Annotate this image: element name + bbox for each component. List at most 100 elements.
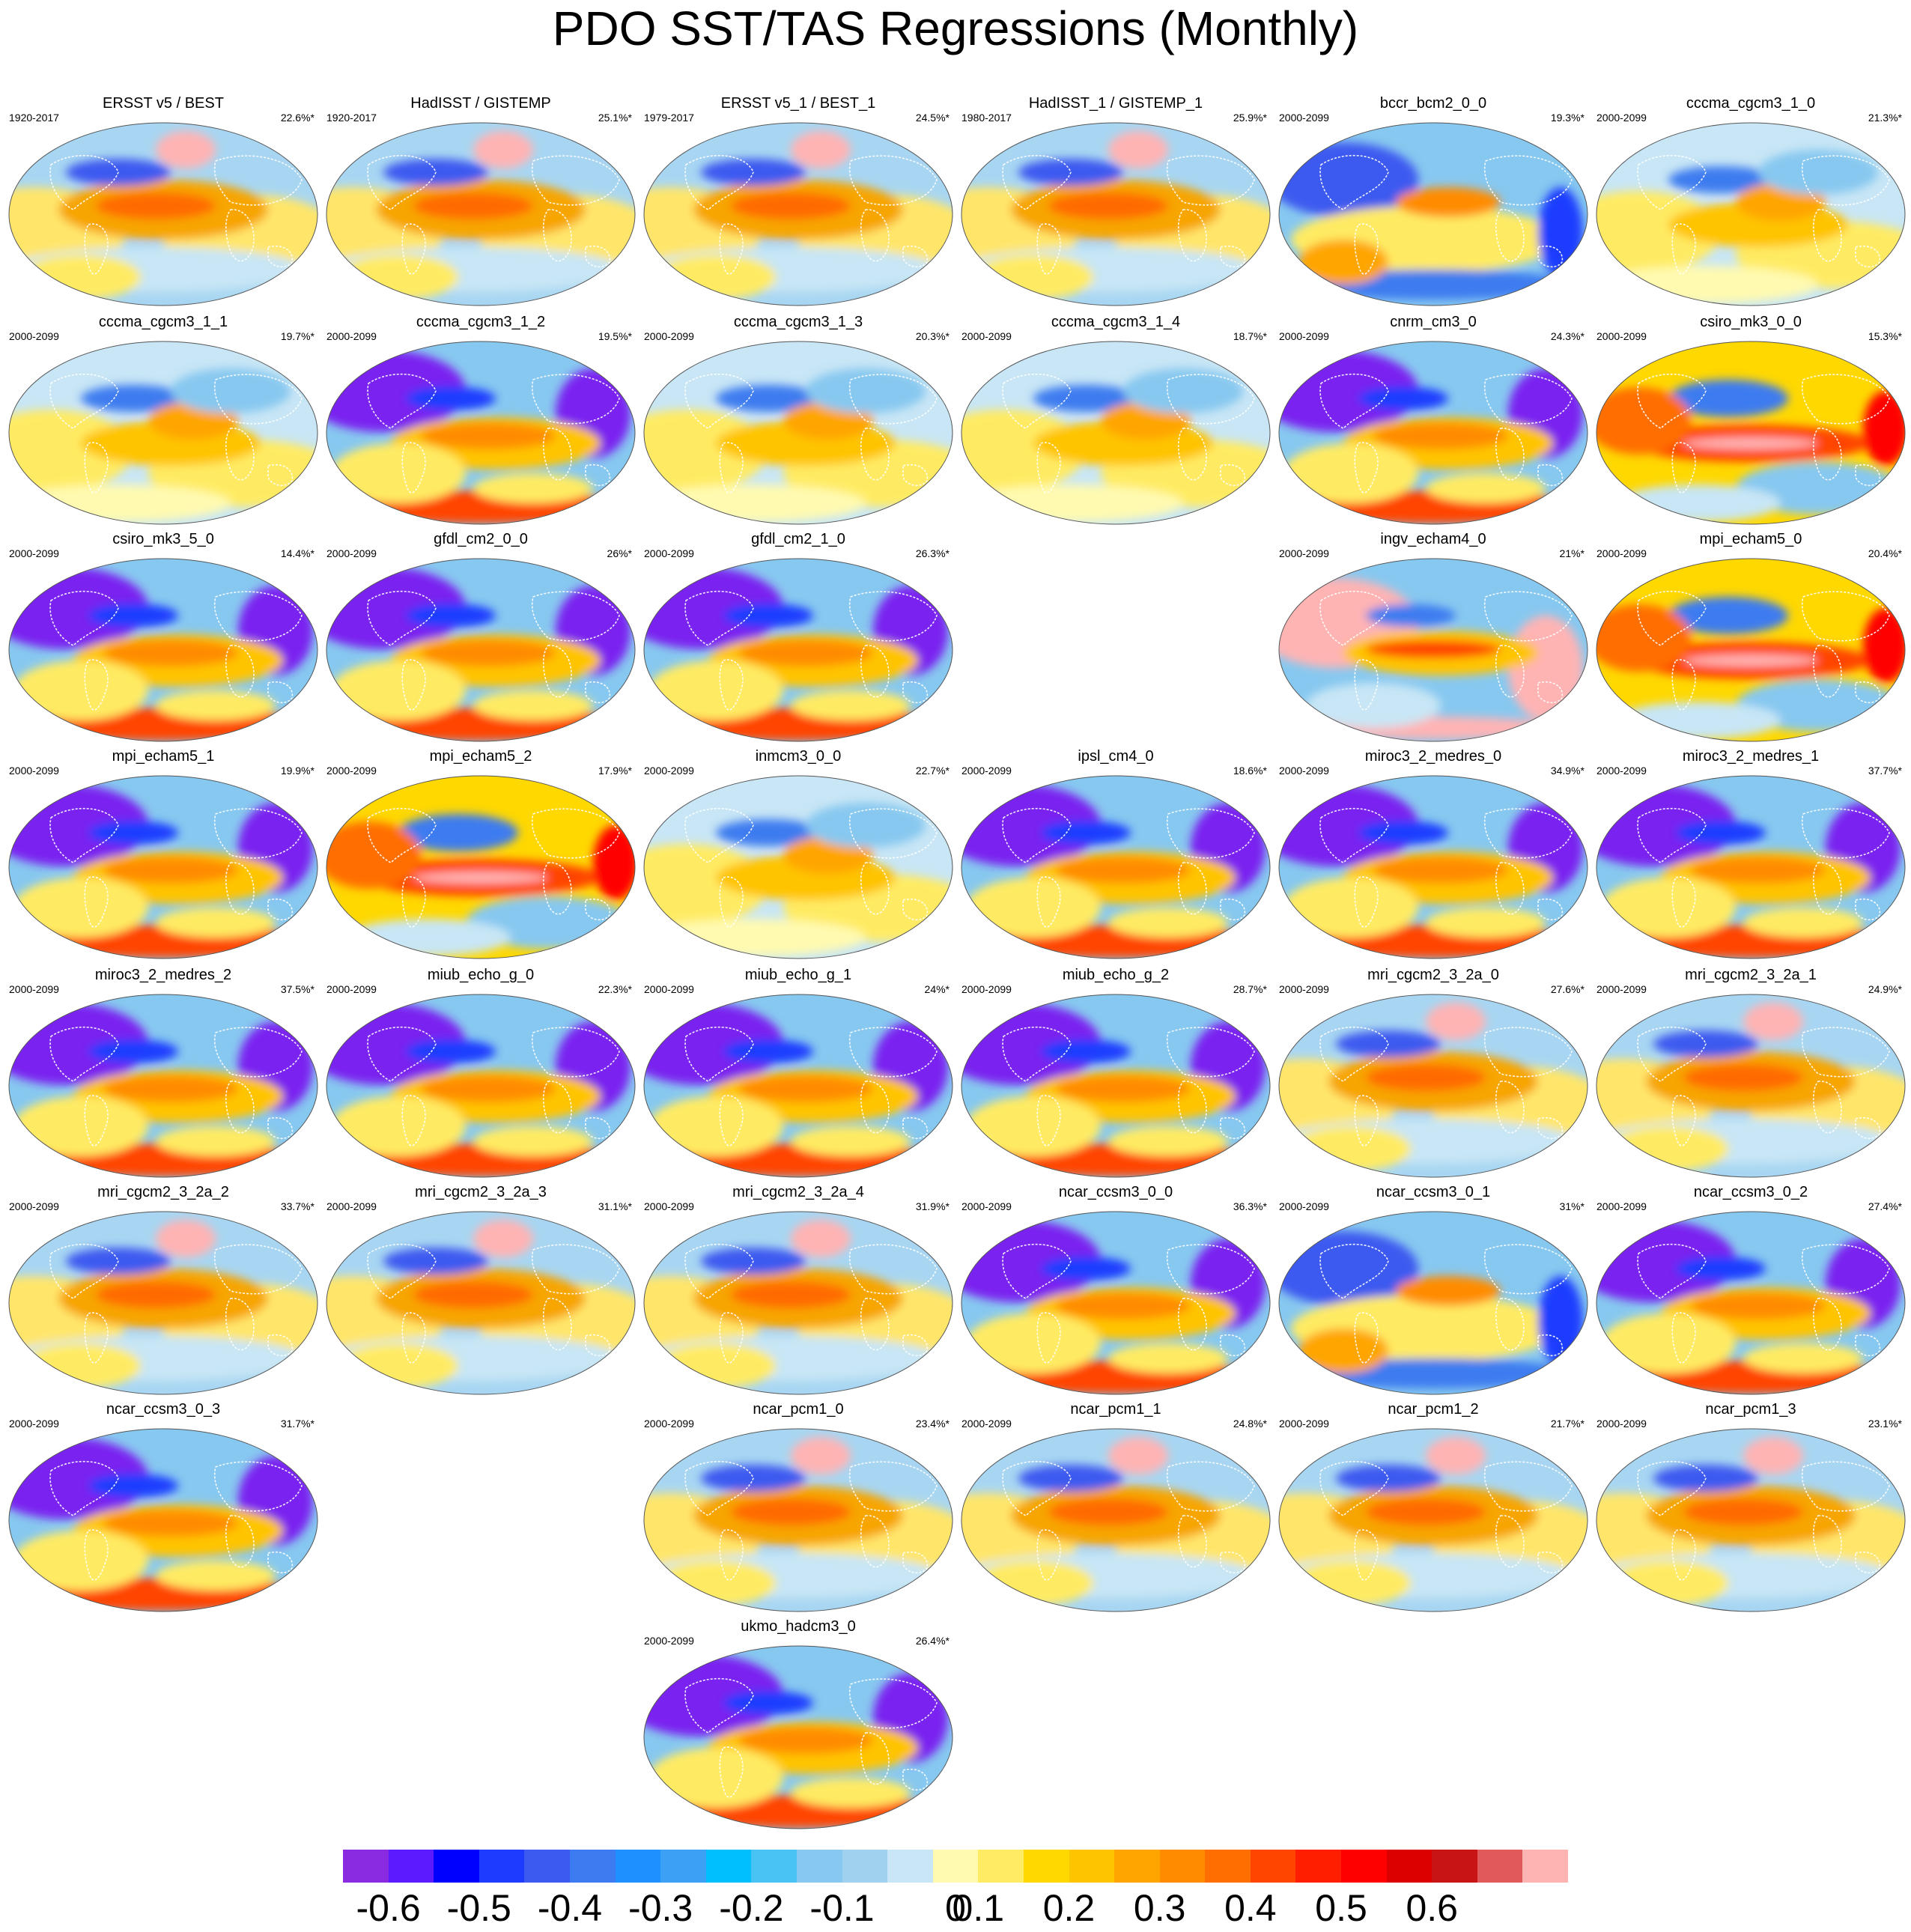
map-panel: miroc3_2_medres_2 2000-2099 37.5%* — [4, 966, 322, 1183]
world-map — [8, 1211, 318, 1395]
panel-variance: 19.7%* — [280, 330, 315, 342]
world-map — [643, 1211, 953, 1395]
world-map — [1278, 1211, 1588, 1395]
panel-period: 2000-2099 — [961, 983, 1012, 995]
panel-period: 2000-2099 — [1596, 983, 1647, 995]
panel-title: miroc3_2_medres_1 — [1682, 748, 1820, 765]
panel-variance: 24.3%* — [1550, 330, 1585, 342]
panel-period: 2000-2099 — [961, 765, 1012, 777]
panel-variance: 21.3%* — [1868, 112, 1902, 124]
panel-period: 2000-2099 — [644, 1635, 694, 1647]
world-map — [643, 1428, 953, 1612]
world-map — [1278, 994, 1588, 1178]
panel-period: 2000-2099 — [1279, 112, 1329, 124]
map-panel: ncar_ccsm3_0_0 2000-2099 36.3%* — [957, 1183, 1274, 1400]
map-panel: csiro_mk3_5_0 2000-2099 14.4%* — [4, 530, 322, 747]
colorbar-swatch — [524, 1850, 570, 1883]
panel-period: 2000-2099 — [1596, 112, 1647, 124]
panel-variance: 22.6%* — [280, 112, 315, 124]
colorbar-swatch — [660, 1850, 706, 1883]
panel-period: 2000-2099 — [326, 330, 377, 342]
colorbar-swatch — [842, 1850, 888, 1883]
world-map — [961, 1428, 1271, 1612]
panel-variance: 25.9%* — [1233, 112, 1267, 124]
world-map — [1596, 994, 1906, 1178]
map-panel: cccma_cgcm3_1_0 2000-2099 21.3%* — [1592, 94, 1910, 312]
panel-period: 2000-2099 — [961, 330, 1012, 342]
panel-title: mri_cgcm2_3_2a_0 — [1367, 967, 1499, 983]
world-map — [8, 1428, 318, 1612]
colorbar — [343, 1850, 1569, 1883]
panel-variance: 37.5%* — [280, 983, 315, 995]
panel-variance: 18.6%* — [1233, 765, 1267, 777]
colorbar-swatch — [705, 1850, 752, 1883]
panel-variance: 25.1%* — [598, 112, 632, 124]
panel-title: cccma_cgcm3_1_0 — [1686, 95, 1816, 112]
world-map — [326, 341, 636, 525]
map-panel: ncar_pcm1_3 2000-2099 23.1%* — [1592, 1400, 1910, 1617]
panel-period: 2000-2099 — [644, 1200, 694, 1212]
panel-title: mri_cgcm2_3_2a_2 — [97, 1184, 229, 1200]
panel-period: 2000-2099 — [1279, 983, 1329, 995]
map-panel: ERSST v5_1 / BEST_1 1979-2017 24.5%* — [639, 94, 957, 312]
map-panel: mri_cgcm2_3_2a_4 2000-2099 31.9%* — [639, 1183, 957, 1400]
map-panel: mri_cgcm2_3_2a_2 2000-2099 33.7%* — [4, 1183, 322, 1400]
world-map — [8, 558, 318, 742]
panel-title: cnrm_cm3_0 — [1390, 314, 1477, 330]
colorbar-swatch — [978, 1850, 1024, 1883]
panel-period: 2000-2099 — [1279, 330, 1329, 342]
world-map — [961, 994, 1271, 1178]
page-title: PDO SST/TAS Regressions (Monthly) — [552, 1, 1359, 55]
colorbar-tick-label: 0 — [945, 1887, 966, 1929]
colorbar-tick-label: -0.6 — [356, 1887, 421, 1929]
panel-title: HadISST_1 / GISTEMP_1 — [1028, 95, 1203, 112]
panel-variance: 24%* — [924, 983, 950, 995]
panel-variance: 21.7%* — [1550, 1418, 1585, 1430]
panel-period: 2000-2099 — [644, 983, 694, 995]
map-panel: mri_cgcm2_3_2a_3 2000-2099 31.1%* — [322, 1183, 639, 1400]
panel-period: 2000-2099 — [9, 547, 59, 559]
panel-variance: 24.9%* — [1868, 983, 1902, 995]
map-panel: ncar_pcm1_1 2000-2099 24.8%* — [957, 1400, 1274, 1617]
panel-period: 2000-2099 — [9, 765, 59, 777]
panel-period: 2000-2099 — [326, 983, 377, 995]
map-panel: cccma_cgcm3_1_3 2000-2099 20.3%* — [639, 313, 957, 530]
panel-variance: 34.9%* — [1550, 765, 1585, 777]
world-map — [1278, 775, 1588, 959]
panel-period: 2000-2099 — [1279, 765, 1329, 777]
world-map — [326, 122, 636, 306]
panel-variance: 31.7%* — [280, 1418, 315, 1430]
colorbar-swatch — [751, 1850, 797, 1883]
world-map — [8, 122, 318, 306]
world-map — [326, 1211, 636, 1395]
panel-period: 2000-2099 — [9, 1418, 59, 1430]
map-panel: ncar_pcm1_0 2000-2099 23.4%* — [639, 1400, 957, 1617]
world-map — [1278, 122, 1588, 306]
colorbar-swatch — [1205, 1850, 1251, 1883]
panel-title: miub_echo_g_1 — [744, 967, 852, 983]
map-panel: mpi_echam5_1 2000-2099 19.9%* — [4, 747, 322, 965]
panel-title: ukmo_hadcm3_0 — [741, 1618, 856, 1635]
panel-period: 2000-2099 — [9, 983, 59, 995]
panel-title: mpi_echam5_0 — [1699, 531, 1802, 547]
panel-period: 2000-2099 — [1596, 1200, 1647, 1212]
world-map — [961, 122, 1271, 306]
map-panel: gfdl_cm2_1_0 2000-2099 26.3%* — [639, 530, 957, 747]
panel-title: inmcm3_0_0 — [755, 748, 842, 765]
map-panel: ncar_ccsm3_0_2 2000-2099 27.4%* — [1592, 1183, 1910, 1400]
colorbar-tick-label: 0.3 — [1133, 1887, 1186, 1929]
map-panel: csiro_mk3_0_0 2000-2099 15.3%* — [1592, 313, 1910, 530]
panel-title: csiro_mk3_5_0 — [112, 531, 214, 547]
panel-period: 2000-2099 — [1279, 1200, 1329, 1212]
panel-period: 1980-2017 — [961, 112, 1012, 124]
panel-period: 2000-2099 — [326, 547, 377, 559]
panel-variance: 24.8%* — [1233, 1418, 1267, 1430]
panel-period: 2000-2099 — [644, 1418, 694, 1430]
panel-title: gfdl_cm2_1_0 — [751, 531, 845, 547]
map-panel: ERSST v5 / BEST 1920-2017 22.6%* — [4, 94, 322, 312]
panel-variance: 14.4%* — [280, 547, 315, 559]
map-panel: gfdl_cm2_0_0 2000-2099 26%* — [322, 530, 639, 747]
panel-title: gfdl_cm2_0_0 — [434, 531, 528, 547]
colorbar-swatch — [1432, 1850, 1477, 1883]
colorbar-swatch — [796, 1850, 842, 1883]
